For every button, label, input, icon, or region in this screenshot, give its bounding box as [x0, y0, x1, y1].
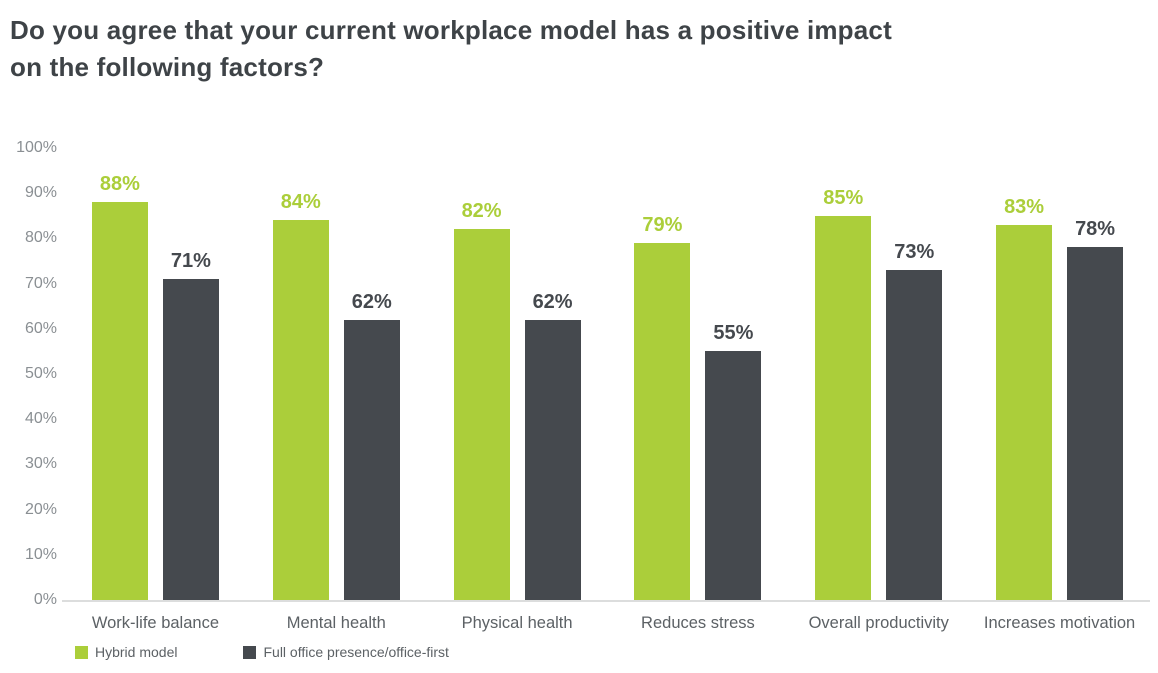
legend-swatch-office: [243, 645, 257, 659]
bar-full-office: [343, 319, 400, 600]
bar-hybrid-model: [91, 202, 148, 600]
title-line-1: Do you agree that your current workplace…: [10, 15, 892, 45]
bar-value-label: 73%: [894, 241, 935, 264]
y-axis-tick-label: 90%: [24, 184, 57, 202]
category-label: Physical health: [461, 614, 573, 632]
chart-legend: Hybrid model Full office presence/office-…: [75, 644, 449, 660]
bar-value-label: 78%: [1075, 218, 1116, 241]
y-axis-tick-label: 70%: [24, 274, 57, 292]
legend-item: Hybrid model: [75, 644, 177, 660]
bar-value-label: 85%: [823, 186, 864, 209]
y-axis-tick-label: 20%: [24, 500, 57, 518]
y-axis-tick-label: 50%: [24, 365, 57, 382]
y-axis-tick-label: 80%: [24, 229, 57, 247]
category-label: Increases motivation: [983, 614, 1136, 632]
y-axis-tick-label: 60%: [24, 319, 57, 337]
bar-value-label: 62%: [351, 290, 392, 313]
bar-value-label: 82%: [461, 200, 502, 223]
x-axis-baseline: [62, 600, 1150, 602]
legend-item: Full office presence/office-first: [243, 644, 449, 660]
bar-full-office: [524, 319, 581, 600]
bar-hybrid-model: [453, 229, 510, 600]
y-axis-tick-label: 0%: [33, 591, 57, 608]
bar-value-label: 83%: [1004, 195, 1045, 218]
category-label: Mental health: [286, 614, 386, 632]
legend-label: Hybrid model: [95, 644, 178, 660]
y-axis-tick-label: 10%: [24, 545, 57, 563]
bar-value-label: 79%: [642, 213, 683, 236]
category-label: Work-life balance: [91, 614, 219, 632]
bar-hybrid-model: [996, 224, 1053, 600]
bar-hybrid-model: [815, 215, 872, 600]
bar-full-office: [162, 279, 219, 600]
legend-swatch-hybrid: [75, 645, 88, 659]
bar-value-label: 84%: [280, 191, 321, 214]
bar-value-label: 62%: [532, 290, 573, 313]
y-axis-tick-label: 100%: [16, 139, 57, 156]
bar-full-office: [1067, 247, 1124, 600]
bar-value-label: 88%: [99, 173, 140, 196]
chart-question-title: Do you agree that your current workplace…: [10, 12, 892, 86]
y-axis-tick-label: 40%: [24, 410, 57, 428]
bar-hybrid-model: [634, 242, 691, 600]
legend-label: Full office presence/office-first: [263, 644, 449, 660]
y-axis-tick-label: 30%: [24, 455, 57, 473]
bar-full-office: [705, 351, 762, 600]
bar-value-label: 55%: [713, 322, 754, 345]
bar-full-office: [886, 270, 943, 600]
bar-value-label: 71%: [170, 250, 211, 273]
bar-hybrid-model: [272, 220, 329, 600]
category-label: Reduces stress: [641, 614, 755, 632]
category-label: Overall productivity: [808, 614, 949, 632]
title-line-2: on the following factors?: [10, 52, 325, 82]
